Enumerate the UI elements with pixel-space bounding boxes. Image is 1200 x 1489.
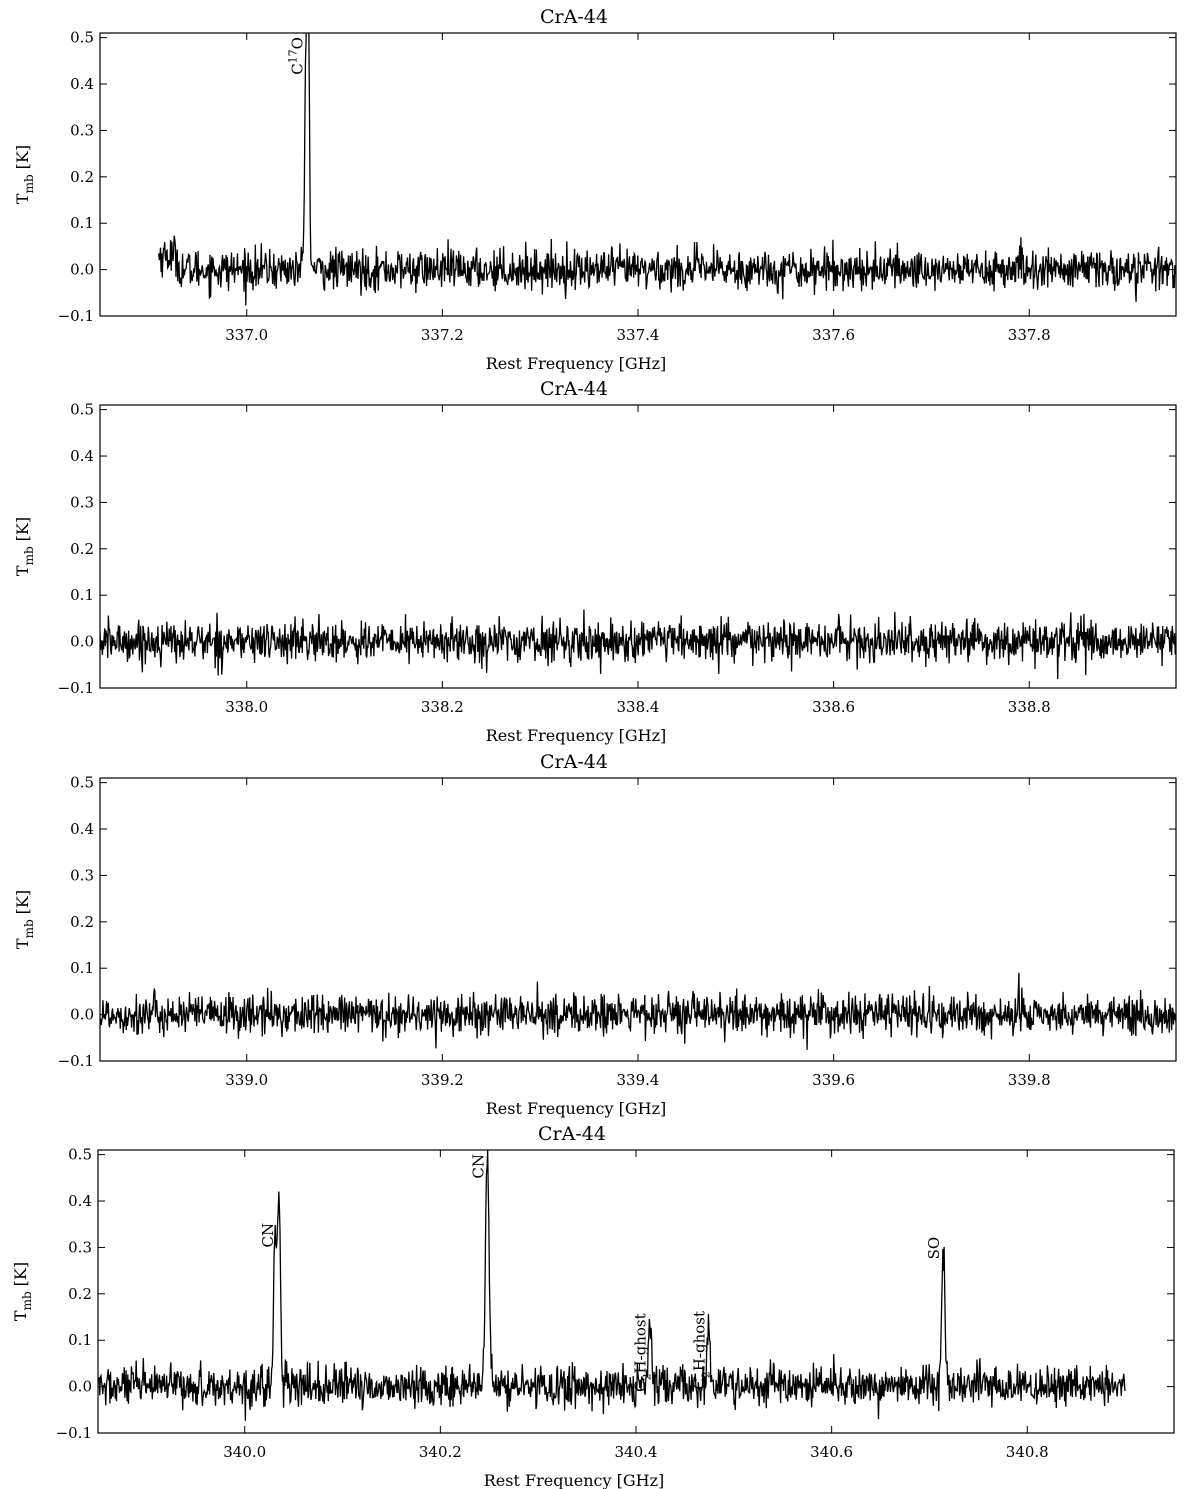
- x-tick-label: 339.0: [225, 1071, 268, 1089]
- x-tick-label: 339.4: [617, 1071, 660, 1089]
- y-tick-label: 0.3: [68, 1238, 92, 1256]
- chart-title: CrA-44: [540, 6, 608, 28]
- spectrum-line: [100, 609, 1176, 680]
- y-tick-label: 0.4: [68, 1192, 92, 1210]
- y-axis-label: Tmb[K]: [11, 1262, 34, 1321]
- x-axis-label: Rest Frequency [GHz]: [486, 1099, 667, 1118]
- x-tick-label: 338.0: [225, 698, 268, 716]
- x-tick-label: 337.2: [421, 326, 464, 344]
- line-annotation: SO: [925, 1237, 943, 1260]
- x-tick-label: 340.0: [223, 1443, 266, 1461]
- spectrum-line: [158, 33, 1176, 306]
- x-axis-label: Rest Frequency [GHz]: [486, 726, 667, 745]
- y-tick-label: 0.2: [70, 913, 94, 931]
- y-tick-label: 0.2: [70, 168, 94, 186]
- y-tick-label: 0.1: [70, 214, 94, 232]
- x-axis-label: Rest Frequency [GHz]: [486, 354, 667, 373]
- y-tick-label: 0.5: [68, 1146, 92, 1164]
- y-tick-label: −0.1: [58, 679, 94, 697]
- y-tick-label: 0.5: [70, 29, 94, 47]
- chart-title: CrA-44: [538, 1123, 606, 1145]
- x-tick-label: 338.2: [421, 698, 464, 716]
- y-tick-label: 0.4: [70, 447, 94, 465]
- x-tick-label: 340.4: [615, 1443, 658, 1461]
- y-tick-label: 0.2: [70, 540, 94, 558]
- y-tick-label: 0.3: [70, 493, 94, 511]
- x-tick-label: 340.2: [419, 1443, 462, 1461]
- x-tick-label: 339.6: [812, 1071, 855, 1089]
- line-annotation: CN: [259, 1223, 277, 1248]
- y-tick-label: 0.3: [70, 866, 94, 884]
- y-tick-label: −0.1: [58, 307, 94, 325]
- y-tick-label: 0.3: [70, 121, 94, 139]
- y-tick-label: 0.2: [68, 1285, 92, 1303]
- x-tick-label: 337.4: [617, 326, 660, 344]
- y-tick-label: 0.1: [70, 586, 94, 604]
- y-tick-label: 0.0: [70, 261, 94, 279]
- x-axis-label: Rest Frequency [GHz]: [484, 1471, 665, 1489]
- y-tick-label: 0.0: [68, 1378, 92, 1396]
- chart-panel-1: CrA-44 −0.1 0.0 0.1 0.2 0.3 0.4 0.5 337.0 337.2 33…: [13, 6, 1177, 373]
- y-axis-label: Tmb[K]: [13, 890, 36, 949]
- y-tick-label: 0.1: [70, 959, 94, 977]
- chart-title: CrA-44: [540, 751, 608, 773]
- y-tick-label: −0.1: [58, 1052, 94, 1070]
- chart-panel-2: CrA-44 −0.1 0.0 0.1 0.2 0.3 0.4 0.5 338.0 338.2 33…: [13, 378, 1177, 745]
- y-axis-label: Tmb[K]: [13, 517, 36, 576]
- spectrum-line: [100, 972, 1176, 1050]
- x-tick-label: 337.0: [225, 326, 268, 344]
- x-tick-label: 338.8: [1008, 698, 1051, 716]
- x-tick-label: 339.8: [1008, 1071, 1051, 1089]
- y-tick-label: 0.0: [70, 633, 94, 651]
- x-tick-label: 340.6: [810, 1443, 853, 1461]
- y-tick-label: 0.5: [70, 401, 94, 419]
- y-tick-label: 0.4: [70, 820, 94, 838]
- spectrum-line: [98, 1150, 1126, 1421]
- y-tick-label: 0.5: [70, 774, 94, 792]
- line-annotation: CN: [469, 1154, 487, 1179]
- line-annotation: C2H-ghost: [632, 1313, 654, 1392]
- x-tick-label: 340.8: [1006, 1443, 1049, 1461]
- y-axis-label: Tmb[K]: [13, 145, 36, 204]
- x-tick-label: 337.6: [812, 326, 855, 344]
- chart-panel-3: CrA-44 −0.1 0.0 0.1 0.2 0.3 0.4 0.5 339.0 339.2 33…: [13, 751, 1177, 1118]
- chart-title: CrA-44: [540, 378, 608, 400]
- x-tick-label: 339.2: [421, 1071, 464, 1089]
- line-annotation: C17O: [286, 37, 306, 75]
- y-tick-label: 0.4: [70, 75, 94, 93]
- line-annotation: C2H-ghost: [690, 1311, 712, 1390]
- x-tick-label: 338.6: [812, 698, 855, 716]
- y-tick-label: 0.1: [68, 1331, 92, 1349]
- x-tick-label: 338.4: [617, 698, 660, 716]
- x-tick-label: 337.8: [1008, 326, 1051, 344]
- y-tick-label: 0.0: [70, 1006, 94, 1024]
- chart-panel-4: CrA-44 −0.1 0.0 0.1 0.2 0.3 0.4 0.5 340.0 340.2 34…: [11, 1123, 1175, 1489]
- y-tick-label: −0.1: [56, 1424, 92, 1442]
